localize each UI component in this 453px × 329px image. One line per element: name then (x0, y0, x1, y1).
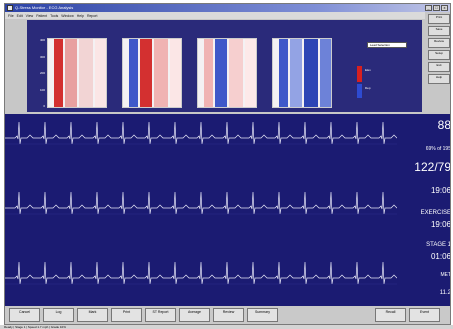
save-button[interactable]: Save (428, 26, 450, 36)
trend-stripe (304, 39, 318, 107)
y-tick: 100 (39, 87, 45, 92)
status-bar: Ready | Stage 1 | Speed 1.7 mph | Grade … (0, 325, 453, 329)
legend-area: Lead Selection Elev Dep (357, 38, 417, 108)
vitals-panel: 88 69% of 195 122/79 19:06 EXERCISE 19:0… (397, 114, 451, 306)
mets-value: 11.2 (439, 290, 451, 296)
summary-button[interactable]: Summary (247, 308, 278, 322)
trend-stripe (320, 39, 331, 107)
trend-stripe (245, 39, 256, 107)
app-window: Q-Stress Monitor - ECG Analysis _ □ x Fi… (4, 3, 451, 325)
legend-swatch-red (357, 66, 362, 82)
maximize-button[interactable]: □ (433, 5, 440, 11)
lead-dropdown[interactable]: Lead Selection (367, 42, 407, 48)
y-axis-labels: 400 300 200 100 0 (27, 38, 45, 108)
exit-button[interactable]: Exit (428, 62, 450, 72)
trend-stripe (95, 39, 106, 107)
st-report-button[interactable]: ST Report (145, 308, 176, 322)
trend-stripe (229, 39, 243, 107)
mets-label: MET (440, 272, 451, 278)
bottom-toolbar: Cancel Log Mark Print ST Report Average … (5, 306, 450, 324)
menu-patient[interactable]: Patient (36, 13, 48, 18)
trend-stripe (290, 39, 302, 107)
trend-panel-2[interactable] (122, 38, 182, 108)
trend-stripe (140, 39, 152, 107)
ecg-waveform-area: 88 69% of 195 122/79 19:06 EXERCISE 19:0… (5, 114, 451, 306)
y-tick: 300 (39, 54, 45, 59)
close-button[interactable]: x (441, 5, 448, 11)
menu-tools[interactable]: Tools (50, 13, 59, 18)
y-tick: 400 (39, 38, 45, 42)
trend-stripe (129, 39, 138, 107)
side-button-column: Print Save Review Setup Exit Help (428, 14, 450, 84)
bp-time: 19:06 (430, 186, 451, 195)
trend-stripe (79, 39, 93, 107)
heart-rate: 88 (437, 118, 451, 132)
ecg-lead-trace (5, 121, 397, 145)
legend-swatch-blue (357, 84, 362, 98)
menu-window[interactable]: Window (61, 13, 74, 18)
average-button[interactable]: Average (179, 308, 210, 322)
legend-label: Elev (365, 68, 371, 72)
window-title: Q-Stress Monitor - ECG Analysis (15, 5, 74, 10)
log-button[interactable]: Log (43, 308, 74, 322)
event-button[interactable]: Event (409, 308, 440, 322)
st-trend-panel: 400 300 200 100 0 Lead Selection Elev De… (27, 20, 422, 112)
trend-panel-3[interactable] (197, 38, 257, 108)
review-button[interactable]: Review (428, 38, 450, 48)
menu-view[interactable]: View (25, 13, 34, 18)
trend-stripe (65, 39, 77, 107)
trend-stripe (215, 39, 227, 107)
trend-stripe (54, 39, 63, 107)
trend-stripe (279, 39, 288, 107)
title-bar: Q-Stress Monitor - ECG Analysis _ □ x (5, 4, 450, 12)
legend-label: Dep (365, 86, 371, 90)
trend-panel-1[interactable] (47, 38, 107, 108)
stage-label: STAGE 1 (426, 242, 451, 248)
recall-button[interactable]: Recall (375, 308, 406, 322)
menu-help[interactable]: Help (76, 13, 84, 18)
trend-stripe (204, 39, 213, 107)
ecg-lead-trace (5, 191, 397, 215)
cancel-button[interactable]: Cancel (9, 308, 40, 322)
menu-bar: File Edit View Patient Tools Window Help… (5, 12, 425, 19)
pct-target: 69% of 195 (425, 146, 451, 152)
setup-button[interactable]: Setup (428, 50, 450, 60)
app-icon (7, 5, 13, 11)
help-button[interactable]: Help (428, 74, 450, 84)
window-controls: _ □ x (425, 5, 448, 11)
menu-edit[interactable]: Edit (16, 13, 23, 18)
ecg-traces (5, 121, 397, 285)
minimize-button[interactable]: _ (425, 5, 432, 11)
print-button[interactable]: Print (428, 14, 450, 24)
trend-stripe (170, 39, 181, 107)
print-strip-button[interactable]: Print (111, 308, 142, 322)
stage-time: 01:06 (430, 252, 451, 261)
menu-file[interactable]: File (8, 13, 14, 18)
y-tick: 200 (39, 71, 45, 75)
trend-panel-4[interactable] (272, 38, 332, 108)
mark-button[interactable]: Mark (77, 308, 108, 322)
blood-pressure: 122/79 (414, 160, 451, 174)
ecg-lead-trace (5, 261, 397, 285)
menu-report[interactable]: Report (86, 13, 98, 18)
y-tick: 0 (43, 104, 45, 108)
review-strip-button[interactable]: Review (213, 308, 244, 322)
phase-time: 19:06 (430, 220, 451, 229)
phase-label: EXERCISE (420, 210, 451, 216)
trend-stripe (154, 39, 168, 107)
